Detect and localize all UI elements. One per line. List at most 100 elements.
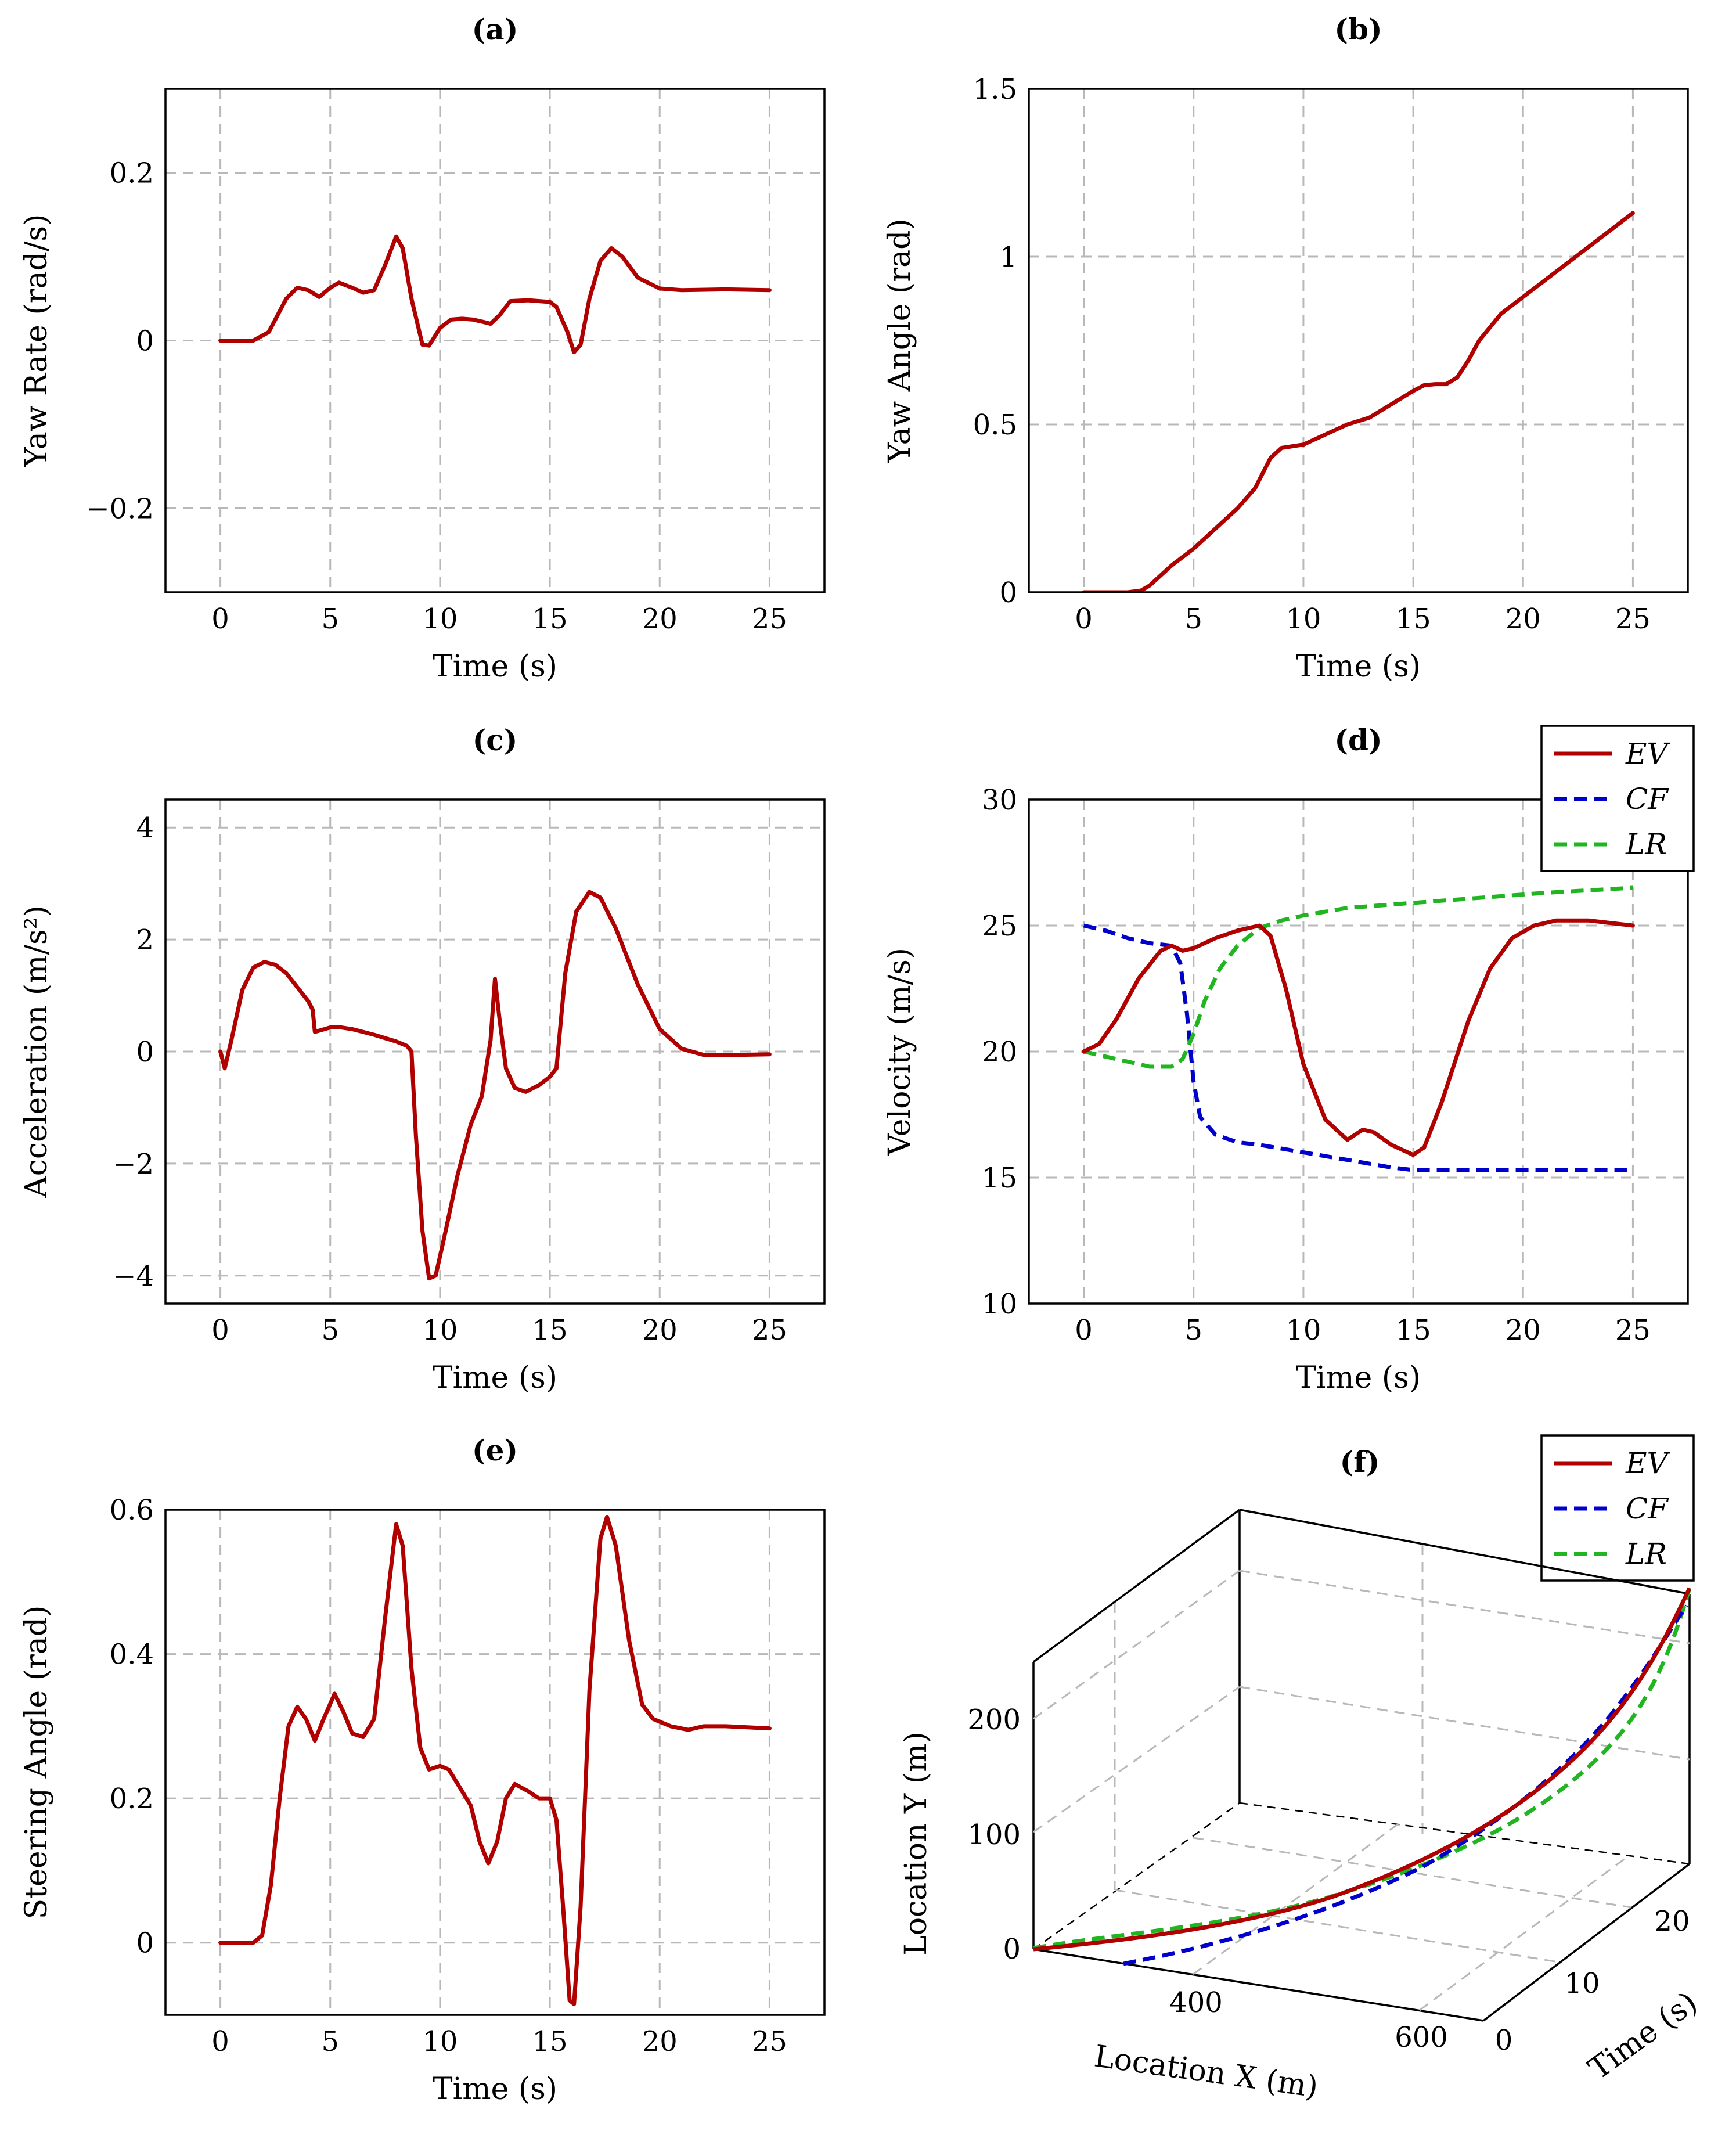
panel-d-legend-label-EV: EV — [1625, 737, 1670, 771]
panel-f-legend-label-CF: CF — [1626, 1492, 1669, 1525]
panel-d: 0 5 10 15 20 25 10 15 20 25 30 (d) Time (s) Velocity … — [883, 723, 1689, 1395]
panel-c-ytick-label: 0 — [136, 1036, 154, 1068]
panel-e-xtick-label: 20 — [642, 2025, 678, 2058]
panel-e-xlabel: Time (s) — [433, 2072, 557, 2107]
panel-f-ztick-20: 20 — [1654, 1905, 1690, 1938]
panel-e-ylabel: Steering Angle (rad) — [19, 1606, 54, 1920]
panel-f-xlabel: Location X (m) — [1092, 2039, 1320, 2104]
panel-c-xlabel: Time (s) — [433, 1360, 557, 1395]
panel-f-xtick-600: 600 — [1395, 2021, 1448, 2054]
panel-f-ytick-0: 0 — [1003, 1933, 1021, 1966]
panel-c-ytick-label: 2 — [136, 924, 154, 956]
panel-a-xtick-label: 5 — [321, 603, 339, 635]
panel-d-xtick-label: 0 — [1075, 1314, 1093, 1347]
panel-c-ytick-label: 4 — [136, 812, 154, 844]
panel-a-ylabel: Yaw Rate (rad/s) — [19, 214, 54, 468]
panel-a-xtick-label: 25 — [752, 603, 787, 635]
panel-e-xtick-label: 15 — [532, 2025, 568, 2058]
panel-c-xtick-label: 0 — [211, 1314, 229, 1347]
series-EV-trajectory — [1033, 1587, 1692, 1952]
panel-d-xtick-label: 25 — [1615, 1314, 1651, 1347]
panel-b-series-EV — [1082, 211, 1635, 592]
panel-b-ytick-label: 1 — [999, 241, 1017, 273]
panel-b-xtick-label: 20 — [1506, 603, 1541, 635]
panel-e-frame — [164, 1509, 826, 2016]
panel-c: 0 5 10 15 20 25 −4 −2 0 2 4 (c) Time (s) Acceleration… — [19, 723, 826, 1395]
panel-b-ytick-label: 1.5 — [973, 73, 1017, 106]
panel-c-frame — [164, 798, 826, 1305]
panel-f-ztick-10: 10 — [1564, 1967, 1600, 2000]
panel-d-series-CF — [1083, 923, 1633, 1172]
panel-d-ytick-label: 10 — [982, 1288, 1017, 1320]
panel-e-ytick-label: 0.4 — [110, 1639, 154, 1671]
panel-a-xtick-label: 15 — [532, 603, 568, 635]
panel-b: 0 5 10 15 20 25 0 0.5 1 1.5 (b) Time (s) Yaw Angle (… — [883, 12, 1689, 684]
panel-c-xtick-label: 20 — [642, 1314, 678, 1347]
panel-a-series-EV — [218, 234, 772, 355]
panel-c-xtick-label: 5 — [321, 1314, 339, 1347]
panel-a-ytick-label: 0.2 — [110, 157, 154, 190]
panel-d-series-EV — [1082, 918, 1635, 1157]
panel-b-xtick-label: 15 — [1396, 603, 1431, 635]
panel-b-frame — [1028, 88, 1689, 593]
panel-d-xtick-label: 15 — [1396, 1314, 1431, 1347]
panel-c-title: (c) — [473, 723, 518, 757]
panel-d-ylabel: Velocity (m/s) — [883, 948, 917, 1156]
panel-b-xtick-label: 0 — [1075, 603, 1093, 635]
panel-d-xtick-label: 5 — [1184, 1314, 1202, 1347]
panel-d-ytick-label: 30 — [982, 784, 1017, 816]
panel-d-legend-label-CF: CF — [1626, 782, 1669, 816]
panel-f-title: (f) — [1340, 1445, 1380, 1479]
panel-e: 0 5 10 15 20 25 0 0.2 0.4 0.6 (e) Time (s) Steering … — [19, 1433, 826, 2107]
panel-c-series-EV — [218, 890, 772, 1281]
panel-a-xlabel: Time (s) — [433, 649, 557, 684]
panel-e-xtick-label: 5 — [321, 2025, 339, 2058]
panel-e-xtick-label: 0 — [211, 2025, 229, 2058]
panel-c-xtick-label: 10 — [422, 1314, 458, 1347]
panel-e-xtick-label: 25 — [752, 2025, 787, 2058]
panel-a: 0 5 10 15 20 25 −0.2 0 0.2 (a) Time (s) Yaw Rate (r… — [19, 12, 826, 684]
panel-c-ylabel: Acceleration (m/s²) — [19, 905, 54, 1198]
panel-f-zlabel: Time (s) — [1582, 1985, 1703, 2087]
panel-e-title: (e) — [472, 1433, 518, 1467]
panel-b-xtick-label: 25 — [1615, 603, 1651, 635]
panel-d-xlabel: Time (s) — [1296, 1360, 1421, 1395]
panel-d-ytick-label: 20 — [982, 1036, 1017, 1068]
panel-b-ytick-label: 0 — [999, 577, 1017, 609]
panel-e-xtick-label: 10 — [422, 2025, 458, 2058]
panel-d-title: (d) — [1334, 723, 1382, 757]
panel-c-xtick-label: 15 — [532, 1314, 568, 1347]
panel-b-title: (b) — [1334, 12, 1382, 46]
panel-d-legend-label-LR: LR — [1625, 827, 1667, 861]
panel-f-ylabel: Location Y (m) — [899, 1732, 934, 1956]
panel-d-xtick-label: 20 — [1506, 1314, 1541, 1347]
panel-d-series-LR — [1083, 885, 1633, 1069]
series-LR-trajectory — [1033, 1588, 1692, 1950]
panel-d-frame — [1028, 798, 1689, 1305]
panel-a-ytick-label: −0.2 — [86, 493, 154, 525]
panel-e-ytick-label: 0 — [136, 1927, 154, 1960]
panel-b-ytick-label: 0.5 — [973, 409, 1017, 441]
panel-f-legend-label-EV: EV — [1625, 1446, 1670, 1480]
panel-f-ytick-100: 100 — [967, 1819, 1021, 1851]
panel-c-xtick-label: 25 — [752, 1314, 787, 1347]
panel-a-ytick-label: 0 — [136, 325, 154, 358]
panel-f-legend-label-LR: LR — [1625, 1537, 1667, 1571]
panel-a-xtick-label: 0 — [211, 603, 229, 635]
panel-f-xtick-400: 400 — [1169, 1986, 1223, 2019]
panel-b-xtick-label: 5 — [1184, 603, 1202, 635]
panel-a-xtick-label: 10 — [422, 603, 458, 635]
panel-f-legend: EV CF LR — [1540, 1434, 1695, 1582]
panel-e-ytick-label: 0.6 — [110, 1494, 154, 1527]
panel-b-xtick-label: 10 — [1285, 603, 1321, 635]
panel-a-xtick-label: 20 — [642, 603, 678, 635]
panel-b-ylabel: Yaw Angle (rad) — [883, 218, 917, 463]
panel-f-box — [1032, 1509, 1691, 2022]
panel-f-ytick-200: 200 — [967, 1704, 1021, 1736]
panel-e-ytick-label: 0.2 — [110, 1783, 154, 1815]
panel-e-series-EV — [218, 1514, 772, 2006]
panel-d-ytick-label: 25 — [982, 910, 1017, 942]
panel-d-ytick-label: 15 — [982, 1162, 1017, 1194]
panel-a-title: (a) — [472, 12, 518, 46]
